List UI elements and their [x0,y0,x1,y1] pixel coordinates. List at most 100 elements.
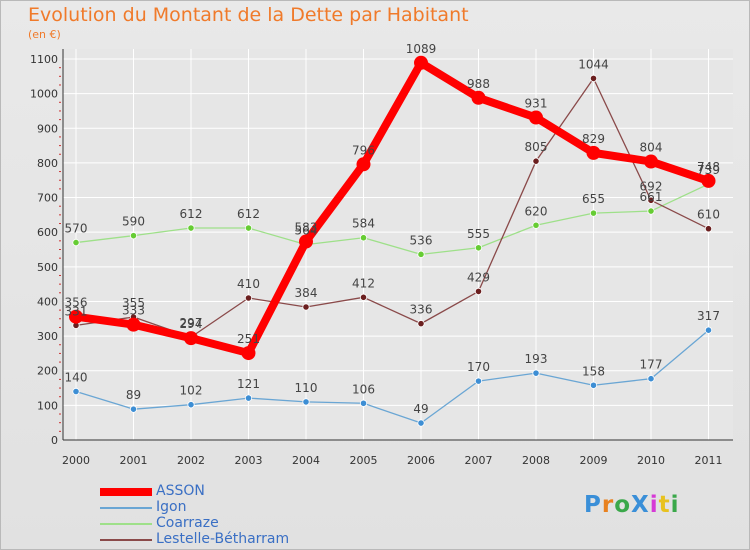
logo-letter: o [614,492,632,518]
data-label: 739 [697,163,720,177]
data-label: 158 [582,364,605,378]
data-point [647,375,655,383]
data-point [417,320,425,328]
logo-letter: P [584,492,602,518]
x-tick-label: 2002 [177,454,205,467]
proxiti-logo: ProXiti [584,492,680,518]
data-label: 410 [237,277,260,291]
legend-swatch [100,539,152,541]
x-tick-label: 2000 [62,454,90,467]
data-label: 1044 [578,57,609,71]
data-point [474,377,483,385]
data-point [589,209,598,217]
data-point [532,157,540,165]
data-point [474,244,483,252]
x-tick-label: 2009 [580,454,608,467]
y-tick-label: 400 [37,295,58,308]
data-point [471,90,486,105]
data-point [359,293,368,301]
data-label: 692 [640,179,663,193]
data-point [647,196,655,204]
data-label: 661 [640,190,663,204]
data-point [417,419,425,427]
data-label: 829 [582,132,605,146]
series-line-igon [75,329,710,424]
data-label: 89 [126,388,141,402]
data-point [704,225,713,233]
data-point [586,145,601,160]
data-point [72,387,80,396]
data-point [359,234,368,242]
data-point [474,287,483,296]
data-point [589,381,598,389]
legend-swatch [100,488,152,496]
legend-swatch [100,523,152,525]
legend-label: Igon [156,499,187,515]
x-tick-label: 2004 [292,454,320,467]
data-point [417,250,425,258]
data-label: 49 [413,402,428,416]
data-label: 110 [295,381,318,395]
data-label: 121 [237,377,260,391]
x-tick-label: 2010 [637,454,665,467]
data-point [244,294,253,302]
y-tick-label: 0 [51,434,58,447]
data-point [532,221,540,229]
data-point [244,224,253,232]
y-tick-label: 800 [37,157,58,170]
logo-letter: i [649,492,659,518]
data-point [302,303,310,311]
data-label: 804 [640,141,663,155]
data-label: 796 [352,143,375,157]
data-label: 612 [237,207,260,221]
data-point [647,207,655,215]
data-point [187,401,195,409]
data-point [129,405,138,413]
data-label: 102 [180,384,203,398]
data-point [701,173,716,188]
y-tick-label: 1100 [30,53,58,66]
data-label: 570 [65,222,88,236]
x-tick-label: 2008 [522,454,550,467]
data-point [299,234,313,249]
data-label: 1089 [406,42,437,56]
logo-letter: t [658,492,671,518]
series-line-coarraze [75,183,710,255]
data-point [704,326,713,334]
data-label: 297 [180,316,203,330]
data-label: 931 [525,97,548,111]
data-label: 584 [352,217,375,231]
data-label: 655 [582,192,605,206]
data-point [126,317,141,332]
data-point [644,154,658,169]
chart-subtitle: (en €) [28,28,61,41]
x-tick-label: 2001 [120,454,148,467]
legend-label: ASSON [156,483,205,499]
data-label: 317 [697,309,720,323]
data-label: 106 [352,382,375,396]
data-label: 170 [467,360,490,374]
x-tick-label: 2003 [235,454,263,467]
data-point [241,346,256,361]
data-label: 333 [122,304,145,318]
data-label: 536 [410,233,433,247]
logo-letter: r [601,492,615,518]
data-label: 193 [525,352,548,366]
data-point [184,331,198,346]
x-tick-label: 2005 [350,454,378,467]
data-point [69,309,83,324]
data-point [414,55,428,70]
data-label: 564 [295,224,318,238]
data-label: 612 [180,207,203,221]
y-tick-label: 100 [37,399,58,412]
data-label: 336 [410,303,433,317]
data-label: 177 [640,358,663,372]
data-label: 384 [295,286,318,300]
data-label: 610 [697,208,720,222]
data-label: 620 [525,204,548,218]
data-label: 251 [237,332,260,346]
data-point [129,232,138,240]
data-point [356,157,371,172]
data-label: 590 [122,215,145,229]
